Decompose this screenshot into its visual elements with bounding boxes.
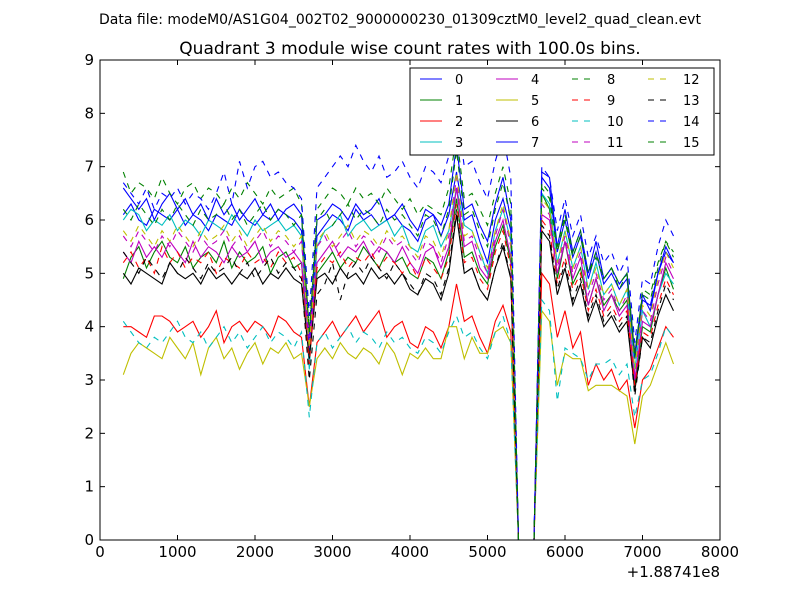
axis-ticks-group: 0 1000 2000 3000 4000 5000 6000 7000 80000123456… bbox=[84, 51, 739, 561]
y-tick-label: 8 bbox=[84, 104, 94, 122]
legend-label-4: 4 bbox=[531, 73, 539, 88]
x-tick-label: 3000 bbox=[313, 543, 351, 561]
series-line-0 bbox=[122, 170, 674, 540]
legend-box bbox=[409, 67, 715, 156]
legend-label-10: 10 bbox=[607, 115, 624, 130]
y-tick-label: 1 bbox=[84, 478, 94, 496]
x-tick-label: 5000 bbox=[468, 543, 506, 561]
legend-label-14: 14 bbox=[683, 115, 700, 130]
plot-area-frame bbox=[99, 59, 721, 541]
series-line-15 bbox=[122, 150, 674, 540]
series-line-12 bbox=[122, 171, 674, 540]
series-line-4 bbox=[122, 187, 674, 540]
plot-series-group bbox=[122, 107, 675, 540]
legend-label-5: 5 bbox=[531, 94, 539, 109]
series-line-3 bbox=[122, 187, 674, 540]
series-line-2 bbox=[123, 271, 674, 540]
legend-label-11: 11 bbox=[607, 136, 624, 151]
x-tick-label: 8000 bbox=[701, 543, 739, 561]
legend-label-13: 13 bbox=[683, 94, 700, 109]
x-tick-label: 4000 bbox=[391, 543, 429, 561]
y-tick-label: 4 bbox=[84, 318, 94, 336]
legend-label-9: 9 bbox=[607, 94, 615, 109]
x-tick-label: 0 bbox=[95, 543, 105, 561]
series-line-10 bbox=[122, 298, 674, 540]
series-line-5 bbox=[122, 309, 675, 540]
legend-label-0: 0 bbox=[455, 73, 463, 88]
x-tick-label: 7000 bbox=[623, 543, 661, 561]
legend-label-6: 6 bbox=[531, 115, 539, 130]
chart-title: Quadrant 3 module wise count rates with … bbox=[179, 39, 640, 59]
series-line-9 bbox=[122, 203, 674, 540]
series-line-14 bbox=[122, 107, 674, 540]
x-tick-label: 1000 bbox=[158, 543, 196, 561]
series-line-1 bbox=[122, 193, 675, 540]
legend-label-3: 3 bbox=[455, 136, 463, 151]
legend-label-12: 12 bbox=[683, 73, 700, 88]
y-tick-label: 0 bbox=[84, 531, 94, 549]
series-line-6 bbox=[122, 214, 674, 540]
legend-label-1: 1 bbox=[455, 94, 463, 109]
series-line-13 bbox=[122, 209, 674, 540]
legend-label-2: 2 bbox=[455, 115, 463, 130]
x-tick-label: 2000 bbox=[236, 543, 274, 561]
series-line-8 bbox=[122, 134, 674, 540]
y-tick-label: 2 bbox=[84, 424, 94, 442]
y-tick-label: 3 bbox=[84, 371, 94, 389]
legend-label-15: 15 bbox=[683, 136, 700, 151]
y-tick-label: 5 bbox=[84, 264, 94, 282]
legend-label-8: 8 bbox=[607, 73, 615, 88]
data-file-suptitle: Data file: modeM0/AS1G04_002T02_90000002… bbox=[99, 12, 701, 28]
legend-label-7: 7 bbox=[531, 136, 539, 151]
y-tick-label: 6 bbox=[84, 211, 94, 229]
x-tick-label: 6000 bbox=[546, 543, 584, 561]
y-tick-label: 7 bbox=[84, 158, 94, 176]
y-tick-label: 9 bbox=[84, 51, 94, 69]
series-line-11 bbox=[122, 177, 674, 540]
x-axis-offset-label: +1.88741e8 bbox=[627, 563, 720, 581]
